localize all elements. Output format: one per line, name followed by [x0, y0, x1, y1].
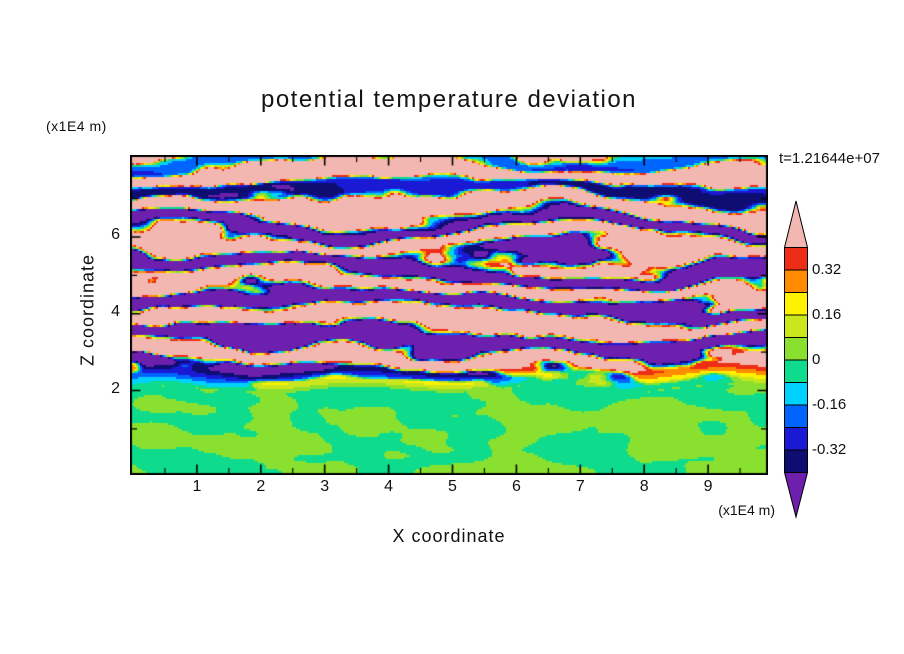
- plot-area: [130, 155, 768, 475]
- x-tick-label: 4: [384, 478, 394, 495]
- chart-title: potential temperature deviation: [260, 86, 638, 113]
- colorbar-band: [784, 359, 808, 383]
- x-tick-label: 1: [192, 478, 202, 495]
- colorbar-tick-label: 0.16: [812, 306, 842, 323]
- colorbar-band: [784, 449, 808, 473]
- x-tick-label: 2: [256, 478, 266, 495]
- colorbar-arrow-top: [783, 200, 809, 248]
- x-tick-label: 3: [320, 478, 330, 495]
- colorbar-band: [784, 337, 808, 361]
- colorbar-tick-label: -0.16: [812, 396, 847, 413]
- x-tick-label: 7: [575, 478, 585, 495]
- x-axis-unit-label: (x1E4 m): [718, 502, 775, 518]
- x-axis-title: X coordinate: [392, 526, 506, 546]
- colorbar-tick-label: -0.32: [812, 441, 847, 458]
- colorbar-band: [784, 382, 808, 406]
- colorbar-band: [784, 269, 808, 293]
- y-axis-unit-label: (x1E4 m): [46, 118, 107, 134]
- colorbar-band: [784, 314, 808, 338]
- colorbar-tick-label: 0.32: [812, 261, 842, 278]
- colorbar-band: [784, 247, 808, 271]
- y-tick-label: 2: [111, 379, 120, 397]
- x-tick-label: 6: [511, 478, 521, 495]
- y-tick-label: 6: [111, 226, 120, 243]
- temperature-field-canvas: [130, 155, 768, 475]
- time-annotation: t=1.21644e+07: [779, 150, 880, 167]
- colorbar: [783, 200, 809, 519]
- colorbar-tick-label: 0: [812, 351, 821, 368]
- y-tick-label: 4: [111, 302, 120, 320]
- x-tick-label: 9: [703, 478, 713, 495]
- colorbar-band: [784, 292, 808, 316]
- colorbar-band: [784, 427, 808, 451]
- x-tick-label: 8: [639, 478, 649, 495]
- colorbar-band: [784, 404, 808, 428]
- x-tick-label: 5: [448, 478, 457, 495]
- colorbar-arrow-bottom: [783, 472, 809, 519]
